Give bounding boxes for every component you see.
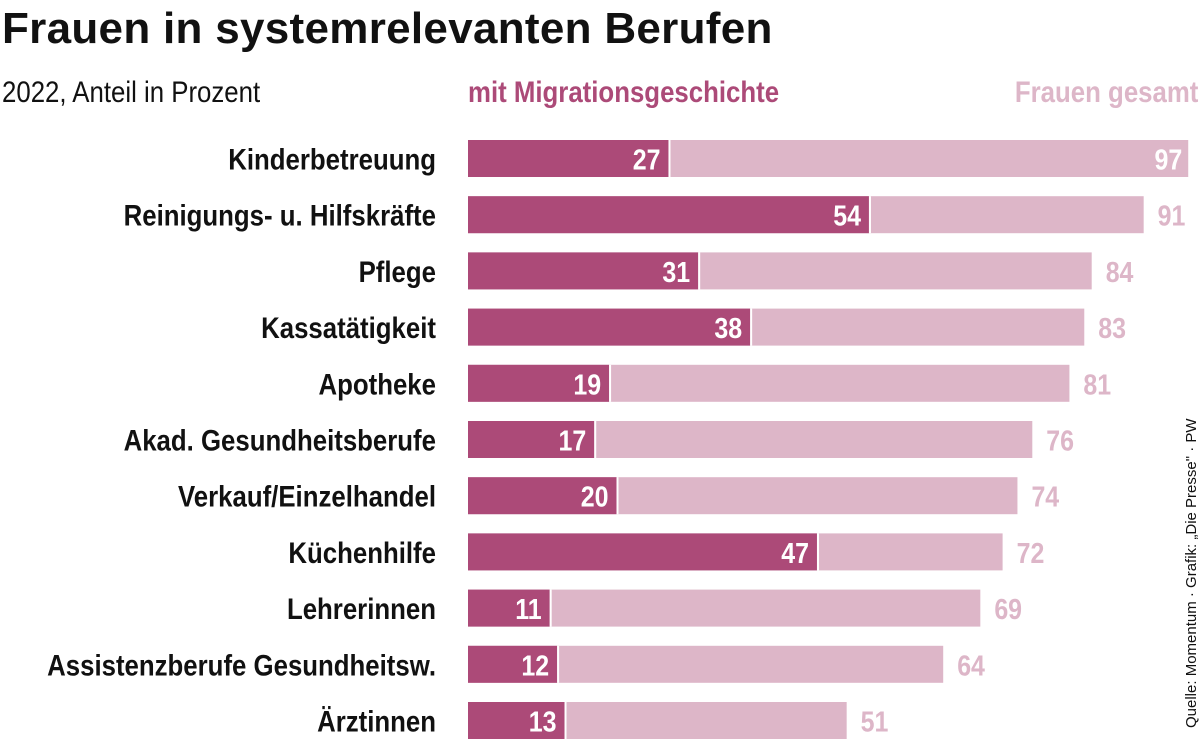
value-label-total: 97 (1154, 144, 1182, 176)
bar-migration (468, 533, 817, 571)
bar-migration (468, 140, 669, 177)
bar-migration (468, 196, 869, 234)
bar-separator (698, 252, 701, 290)
category-label: Assistenzberufe Gesundheitsw. (47, 648, 436, 681)
value-label-total: 51 (861, 706, 889, 738)
legend-total: Frauen gesamt (1014, 76, 1198, 109)
value-label-total: 76 (1046, 425, 1074, 457)
chart-title: Frauen in systemrelevanten Berufen (2, 4, 773, 53)
bar-separator (557, 645, 560, 683)
value-label-migration: 38 (714, 312, 742, 344)
bar-migration (468, 421, 595, 458)
value-label-migration: 47 (781, 537, 809, 569)
bar-migration (468, 308, 751, 346)
bar-migration (468, 589, 550, 627)
bar-migration (468, 702, 565, 739)
category-label: Kassatätigkeit (261, 311, 436, 344)
bar-migration (468, 364, 610, 402)
source-note: Quelle: Momentum · Grafik: „Die Presse" … (1183, 418, 1200, 728)
value-label-total: 84 (1106, 256, 1134, 288)
category-label: Lehrerinnen (287, 592, 436, 625)
legend-migration: mit Migrationsgeschichte (468, 76, 780, 109)
value-label-total: 83 (1098, 312, 1126, 344)
bar-separator (594, 421, 597, 458)
category-label: Ärztinnen (317, 705, 436, 738)
bar-separator (609, 364, 612, 402)
value-label-migration: 17 (558, 425, 586, 457)
bar-separator (750, 308, 753, 346)
category-label: Reinigungs- u. Hilfskräfte (124, 199, 436, 232)
bar-migration (468, 252, 699, 290)
value-label-migration: 11 (515, 593, 541, 625)
value-label-migration: 20 (581, 481, 609, 513)
value-label-migration: 54 (833, 200, 861, 232)
chart-subtitle: 2022, Anteil in Prozent (2, 76, 261, 109)
category-label: Akad. Gesundheitsberufe (124, 424, 436, 457)
bar-separator (816, 533, 819, 571)
bar-separator (564, 702, 567, 739)
category-label: Verkauf/Einzelhandel (178, 480, 436, 513)
value-label-migration: 19 (573, 369, 601, 401)
bar-separator (668, 140, 671, 177)
value-label-total: 69 (994, 593, 1022, 625)
value-label-migration: 12 (521, 650, 549, 682)
category-label: Küchenhilfe (288, 536, 436, 569)
bar-migration (468, 645, 558, 683)
value-label-migration: 13 (529, 706, 557, 738)
value-label-migration: 31 (662, 256, 690, 288)
value-label-total: 72 (1017, 537, 1045, 569)
value-label-migration: 27 (633, 144, 661, 176)
value-label-total: 91 (1158, 200, 1186, 232)
category-label: Kinderbetreuung (228, 143, 436, 176)
bar-separator (868, 196, 871, 234)
category-label: Pflege (359, 255, 436, 288)
bar-separator (616, 477, 619, 515)
value-label-total: 64 (957, 650, 985, 682)
value-label-total: 81 (1083, 369, 1111, 401)
bar-separator (549, 589, 552, 627)
bar-total (468, 589, 981, 627)
value-label-total: 74 (1031, 481, 1059, 513)
category-label: Apotheke (318, 367, 436, 400)
bar-migration (468, 477, 617, 515)
